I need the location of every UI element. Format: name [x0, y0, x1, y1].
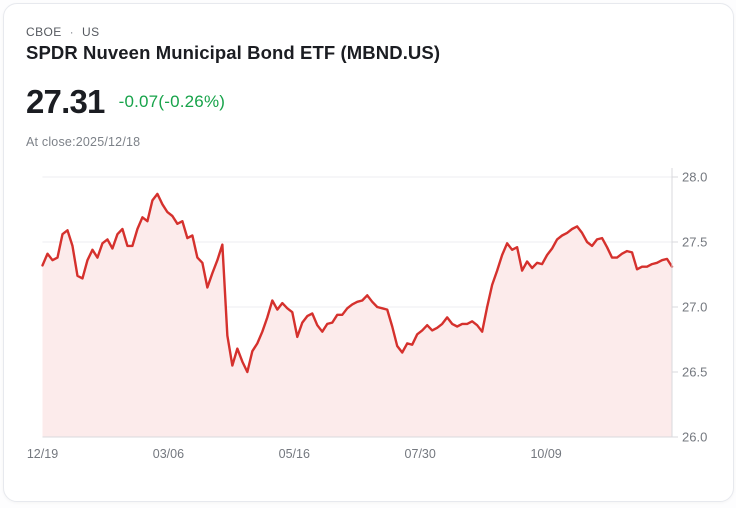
- x-tick-label: 07/30: [405, 447, 436, 461]
- y-tick-label: 26.0: [682, 430, 707, 445]
- price-line: [41, 192, 674, 374]
- exchange-label: CBOE: [26, 25, 62, 39]
- price-change: -0.07(-0.26%): [118, 92, 226, 111]
- x-tick-label: 12/19: [27, 447, 58, 461]
- x-tick-label: 05/16: [279, 447, 310, 461]
- page-title: SPDR Nuveen Municipal Bond ETF (MBND.US): [26, 42, 441, 63]
- last-price: 27.31: [26, 83, 105, 120]
- market-label: US: [82, 25, 100, 39]
- exchange-info: CBOE · US: [26, 25, 100, 39]
- x-tick-label: 10/09: [530, 447, 561, 461]
- x-tick-label: 03/06: [153, 447, 184, 461]
- price-row: 27.31 -0.07(-0.26%): [26, 84, 225, 120]
- separator-dot: ·: [69, 25, 75, 39]
- y-tick-label: 26.5: [682, 365, 707, 380]
- y-tick-label: 27.5: [682, 235, 707, 250]
- y-tick-label: 28.0: [682, 170, 707, 185]
- close-time: At close:2025/12/18: [26, 135, 141, 149]
- price-area-fill: [42, 193, 672, 437]
- y-tick-label: 27.0: [682, 300, 707, 315]
